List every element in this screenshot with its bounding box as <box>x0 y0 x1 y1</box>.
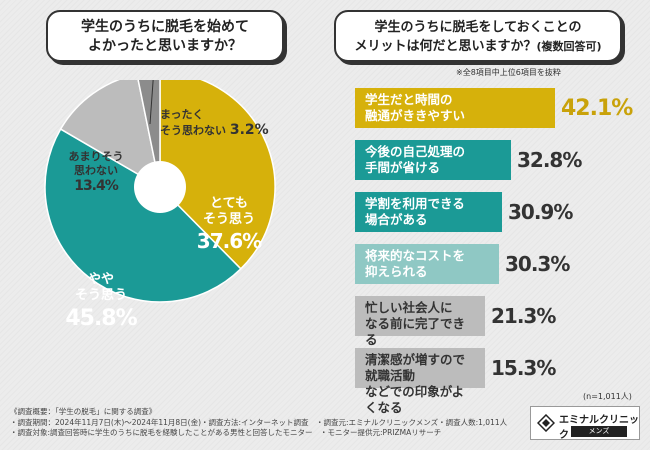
pie-leader-line <box>149 80 154 125</box>
question-right-suffix: (複数回答可) <box>536 40 602 53</box>
footer-line-2: ・調査期間：2024年11月7日(木)～2024年11月8日(金)・調査方法:イ… <box>10 417 508 427</box>
bar-row-2: 今後の自己処理の 手間が省ける 32.8% <box>355 140 635 180</box>
pie-label-strongly-disagree-line-1: まったく <box>160 108 204 121</box>
bar-3-label-line-2: 場合がある <box>365 212 428 227</box>
bar-6-value: 15.3% <box>491 356 556 380</box>
question-right-line-2-text: メリットは何だと思いますか？ <box>354 39 537 54</box>
bar-6-label-line-2: などでの印象がよくなる <box>365 384 465 415</box>
bar-1-label-line-1: 学生だと時間の <box>365 92 453 107</box>
question-left-line-1: 学生のうちに脱毛を始めて <box>81 19 249 35</box>
bar-3-value: 30.9% <box>508 200 573 224</box>
pie-label-strongly-disagree-line-2-wrap: そう思わない 3.2% <box>160 122 290 140</box>
bar-5-label-line-1: 忙しい社会人に <box>365 300 453 315</box>
sample-size-note: (n=1,011人) <box>583 392 632 401</box>
bar-4-label-line-2: 抑えられる <box>365 264 428 279</box>
bar-5-label-line-2: なる前に完了できる <box>365 316 466 347</box>
pie-label-somewhat-disagree-line-1: あまりそう <box>68 150 124 163</box>
pie-label-somewhat-agree-pct: 45.8% <box>65 305 137 331</box>
bar-4: 将来的なコストを 抑えられる <box>355 244 499 284</box>
bar-6: 清潔感が増すので就職活動 などでの印象がよくなる <box>355 348 485 415</box>
brand-logo: エミナルクリニック メンズ <box>530 406 640 441</box>
pie-label-somewhat-disagree-line-2: 思わない <box>74 163 118 177</box>
pie-label-strongly-agree: とても そう思う 37.6% <box>190 196 268 254</box>
pie-slice-somewhat-disagree <box>59 80 162 189</box>
pie-label-somewhat-agree: やや そう思う 45.8% <box>56 272 146 332</box>
pie-label-somewhat-disagree: あまりそう 思わない 13.4% <box>60 150 132 195</box>
bar-row-4: 将来的なコストを 抑えられる 30.3% <box>355 244 635 284</box>
pie-slice-somewhat-agree <box>44 128 242 303</box>
bar-row-3: 学割を利用できる 場合がある 30.9% <box>355 192 635 232</box>
bar-5: 忙しい社会人に なる前に完了できる <box>355 296 485 347</box>
brand-logo-icon <box>537 414 555 432</box>
brand-logo-sub: メンズ <box>571 426 627 437</box>
pie-label-strongly-disagree-pct: 3.2% <box>229 121 269 138</box>
pie-label-somewhat-agree-line-2: そう思う <box>74 288 127 304</box>
pie-slice-strongly-agree <box>159 80 276 270</box>
pie-slice-strongly-disagree <box>137 80 161 188</box>
pie-label-strongly-agree-pct: 37.6% <box>196 228 262 253</box>
question-right-box: 学生のうちに脱毛をしておくことの メリットは何だと思いますか？(複数回答可) <box>334 10 622 62</box>
bar-1: 学生だと時間の 融通がききやすい <box>355 88 555 128</box>
bar-6-label-line-1: 清潔感が増すので就職活動 <box>365 352 466 383</box>
bar-3: 学割を利用できる 場合がある <box>355 192 502 232</box>
bar-2: 今後の自己処理の 手間が省ける <box>355 140 511 180</box>
pie-center-hole <box>134 161 186 213</box>
bar-2-label-line-1: 今後の自己処理の <box>365 144 466 159</box>
pie-chart <box>44 80 276 303</box>
bar-4-label-line-1: 将来的なコストを <box>365 248 466 263</box>
bar-3-label-line-1: 学割を利用できる <box>365 196 465 211</box>
pie-label-strongly-disagree-line-2: そう思わない <box>160 123 226 137</box>
question-right-line-2: メリットは何だと思いますか？(複数回答可) <box>346 37 610 56</box>
pie-label-strongly-agree-line-1: とても <box>210 196 248 211</box>
footer-line-3: ・調査対象:調査回答時に学生のうちに脱毛を経験したことがある男性と回答したモニタ… <box>10 428 442 437</box>
bar-chart-note: ※全8項目中上位6項目を抜粋 <box>456 68 561 77</box>
bar-1-value: 42.1% <box>561 96 633 121</box>
question-left-box: 学生のうちに脱毛を始めて よかったと思いますか？ <box>46 10 284 62</box>
brand-logo-name: エミナルクリニック <box>559 415 639 441</box>
bar-2-label-line-2: 手間が省ける <box>365 160 441 175</box>
bar-row-6: 清潔感が増すので就職活動 などでの印象がよくなる 15.3% <box>355 348 635 415</box>
question-left-line-2: よかったと思いますか？ <box>88 38 242 54</box>
pie-label-strongly-disagree: まったく そう思わない 3.2% <box>160 108 290 139</box>
bar-2-value: 32.8% <box>517 148 582 172</box>
footer-line-1: 《調査概要：「学生の脱毛」に関する調査》 <box>10 407 157 416</box>
bar-row-1: 学生だと時間の 融通がききやすい 42.1% <box>355 88 635 128</box>
bar-1-label-line-2: 融通がききやすい <box>365 108 466 123</box>
bar-4-value: 30.3% <box>505 252 570 276</box>
bar-row-5: 忙しい社会人に なる前に完了できる 21.3% <box>355 296 635 347</box>
pie-label-somewhat-agree-line-1: やや <box>87 272 114 287</box>
pie-label-strongly-agree-line-2: そう思う <box>202 212 255 228</box>
question-right-line-1: 学生のうちに脱毛をしておくことの <box>374 20 582 35</box>
bar-5-value: 21.3% <box>491 304 556 328</box>
pie-label-somewhat-disagree-pct: 13.4% <box>74 177 119 194</box>
survey-footer: 《調査概要：「学生の脱毛」に関する調査》 ・調査期間：2024年11月7日(木)… <box>10 407 520 439</box>
